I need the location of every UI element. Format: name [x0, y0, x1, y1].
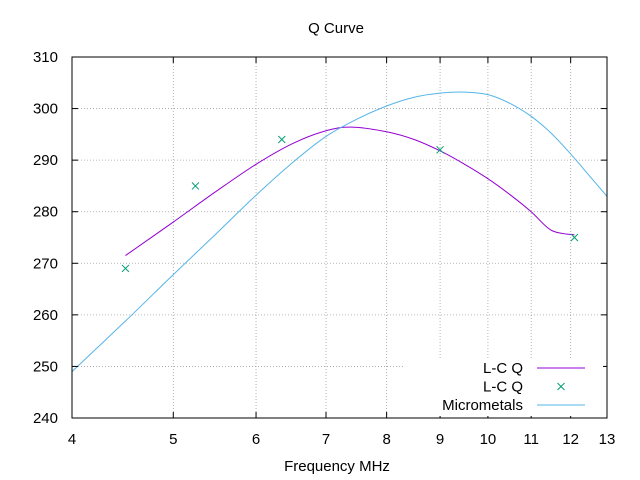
grid: [72, 57, 607, 418]
x-tick-label: 12: [562, 431, 579, 448]
y-tick-label: 280: [33, 204, 58, 221]
x-tick-label: 7: [322, 431, 330, 448]
x-tick-label: 10: [480, 431, 497, 448]
x-axis-label: Frequency MHz: [284, 458, 390, 475]
y-tick-label: 240: [33, 410, 58, 427]
data-point: [121, 264, 130, 273]
x-tick-label: 8: [382, 431, 390, 448]
series-layer: [72, 91, 607, 372]
legend-swatch: [557, 382, 565, 391]
legend-label: L-C Q: [483, 379, 523, 396]
data-point: [436, 145, 444, 154]
x-tick-label: 13: [599, 431, 616, 448]
data-point: [191, 182, 200, 190]
data-point: [570, 233, 579, 242]
data-point: [277, 135, 286, 144]
legend-label: L-C Q: [483, 360, 523, 377]
plot-border: [71, 56, 608, 419]
y-tick-label: 310: [33, 49, 58, 66]
y-tick-label: 300: [33, 101, 58, 118]
series-line-0: [125, 126, 575, 256]
x-tick-label: 6: [252, 431, 260, 448]
plot-area: [72, 91, 607, 372]
x-tick-label: 4: [68, 431, 76, 448]
x-tick-label: 5: [169, 431, 177, 448]
chart-title: Q Curve: [308, 20, 364, 37]
x-tick-label: 11: [523, 431, 539, 448]
ticks: 4 5 6 7 8 9 10 11 12 13 240 250 260 270 280 290 300 310: [33, 49, 615, 448]
y-tick-label: 260: [33, 307, 58, 324]
y-tick-label: 290: [33, 152, 58, 169]
y-tick-label: 250: [33, 358, 58, 375]
legend-label: Micrometals: [442, 397, 523, 414]
series-line-2: [72, 91, 607, 372]
y-tick-label: 270: [33, 255, 58, 272]
x-tick-label: 9: [436, 431, 444, 448]
